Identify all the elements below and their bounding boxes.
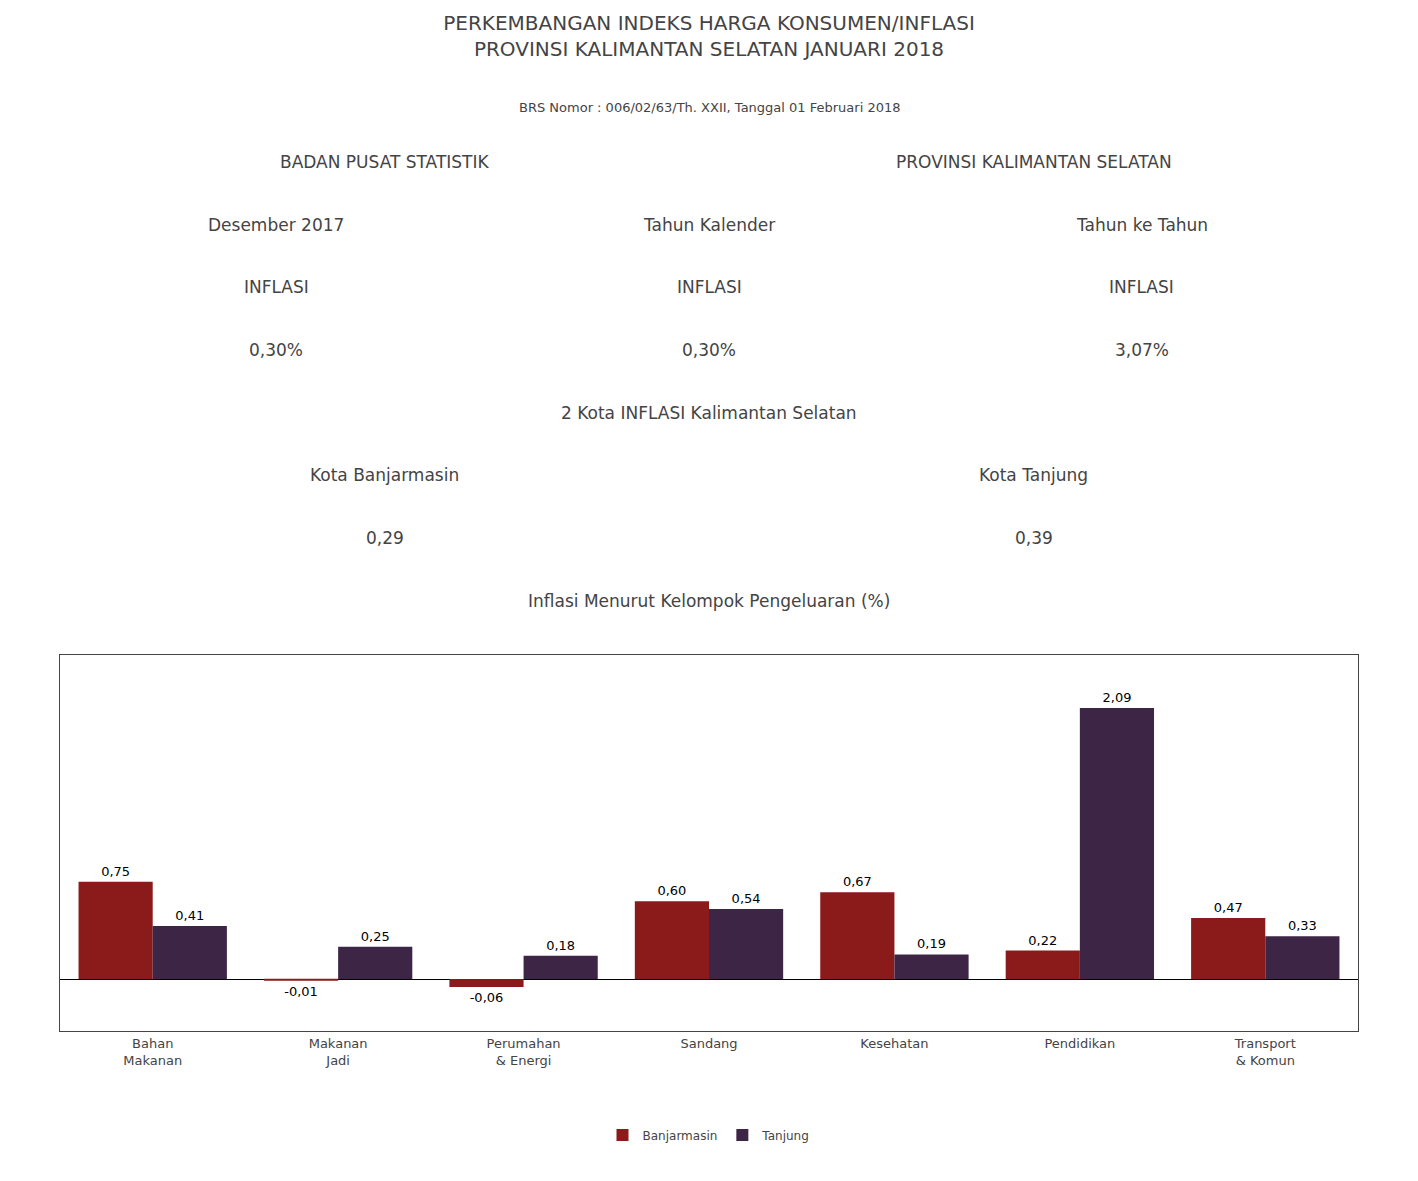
svg-text:Tahun ke Tahun: Tahun ke Tahun <box>1076 215 1208 235</box>
svg-text:INFLASI: INFLASI <box>244 277 309 297</box>
svg-text:INFLASI: INFLASI <box>677 277 742 297</box>
svg-text:0,41: 0,41 <box>175 908 204 923</box>
svg-text:0,47: 0,47 <box>1214 900 1243 915</box>
svg-text:Perumahan& Energi: Perumahan& Energi <box>487 1036 561 1068</box>
svg-text:Kesehatan: Kesehatan <box>860 1036 928 1051</box>
svg-text:BahanMakanan: BahanMakanan <box>123 1036 182 1068</box>
svg-text:Sandang: Sandang <box>680 1036 737 1051</box>
svg-text:0,19: 0,19 <box>917 936 946 951</box>
svg-text:PERKEMBANGAN INDEKS HARGA KONS: PERKEMBANGAN INDEKS HARGA KONSUMEN/INFLA… <box>443 11 975 61</box>
svg-text:0,29: 0,29 <box>366 528 404 548</box>
svg-text:MakananJadi: MakananJadi <box>309 1036 368 1068</box>
svg-text:Banjarmasin: Banjarmasin <box>643 1129 718 1143</box>
svg-text:0,25: 0,25 <box>361 929 390 944</box>
svg-text:0,54: 0,54 <box>732 891 761 906</box>
svg-text:BADAN PUSAT STATISTIK: BADAN PUSAT STATISTIK <box>280 152 489 172</box>
svg-text:Tanjung: Tanjung <box>761 1129 808 1143</box>
svg-text:0,60: 0,60 <box>657 883 686 898</box>
svg-text:0,33: 0,33 <box>1288 918 1317 933</box>
svg-text:0,75: 0,75 <box>101 864 130 879</box>
svg-text:2,09: 2,09 <box>1102 690 1131 705</box>
svg-text:2 Kota INFLASI Kalimantan Sela: 2 Kota INFLASI Kalimantan Selatan <box>561 403 857 423</box>
svg-text:0,39: 0,39 <box>1015 528 1053 548</box>
svg-text:Pendidikan: Pendidikan <box>1044 1036 1115 1051</box>
svg-text:BRS Nomor : 006/02/63/Th. XXII: BRS Nomor : 006/02/63/Th. XXII, Tanggal … <box>519 100 900 115</box>
svg-text:Kota Tanjung: Kota Tanjung <box>979 465 1088 485</box>
svg-text:-0,06: -0,06 <box>470 990 504 1005</box>
svg-text:0,30%: 0,30% <box>682 340 736 360</box>
svg-text:Tahun Kalender: Tahun Kalender <box>643 215 775 235</box>
svg-text:Kota Banjarmasin: Kota Banjarmasin <box>310 465 459 485</box>
svg-text:0,22: 0,22 <box>1028 933 1057 948</box>
svg-text:Inflasi Menurut Kelompok Penge: Inflasi Menurut Kelompok Pengeluaran (%) <box>528 591 890 611</box>
svg-text:-0,01: -0,01 <box>284 984 318 999</box>
svg-text:3,07%: 3,07% <box>1115 340 1169 360</box>
svg-text:Transport& Komun: Transport& Komun <box>1234 1036 1296 1068</box>
svg-text:PROVINSI KALIMANTAN SELATAN: PROVINSI KALIMANTAN SELATAN <box>896 152 1172 172</box>
svg-text:0,30%: 0,30% <box>249 340 303 360</box>
svg-text:INFLASI: INFLASI <box>1109 277 1174 297</box>
svg-text:0,67: 0,67 <box>843 874 872 889</box>
svg-text:Desember 2017: Desember 2017 <box>208 215 344 235</box>
svg-text:0,18: 0,18 <box>546 938 575 953</box>
